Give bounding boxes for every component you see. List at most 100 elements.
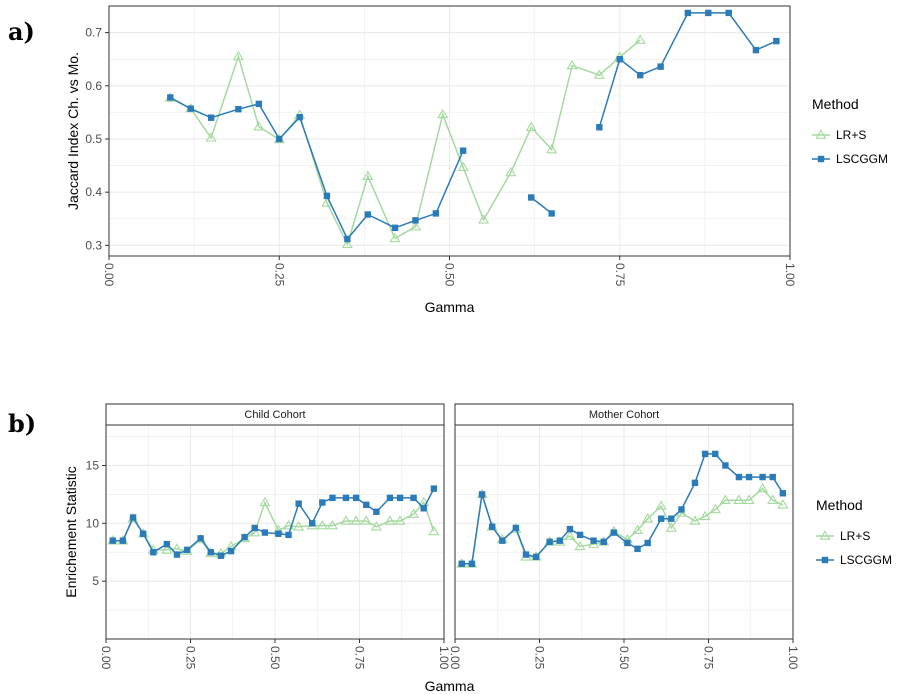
series-line xyxy=(530,196,553,214)
data-point xyxy=(566,59,578,70)
data-point xyxy=(522,551,530,558)
legend-label: LSCGGM xyxy=(836,152,888,166)
data-point xyxy=(712,450,719,458)
data-point xyxy=(341,238,353,249)
data-point xyxy=(350,515,362,525)
data-point xyxy=(187,105,194,112)
x-tick-label: 0.00 xyxy=(448,646,462,670)
legend-key-marker xyxy=(817,155,825,163)
data-point xyxy=(777,499,789,509)
data-point xyxy=(276,135,283,143)
data-point xyxy=(183,546,191,554)
data-point xyxy=(668,515,675,522)
data-point xyxy=(769,473,776,481)
data-point xyxy=(743,494,755,504)
data-point xyxy=(678,506,685,513)
y-tick-label: 0.4 xyxy=(85,185,102,199)
data-point xyxy=(408,508,420,518)
data-point xyxy=(655,500,667,510)
data-point xyxy=(657,515,665,522)
facet-title: Child Cohort xyxy=(244,409,305,421)
data-point xyxy=(109,537,116,544)
facet-title: Mother Cohort xyxy=(589,409,659,421)
x-tick-label: 0.25 xyxy=(533,646,547,670)
data-point xyxy=(477,214,490,224)
x-tick-label: 0.00 xyxy=(99,646,113,670)
data-point xyxy=(227,547,235,555)
data-point xyxy=(733,494,745,504)
data-point xyxy=(217,552,225,559)
data-point xyxy=(373,508,380,515)
panel-a-tag: a) xyxy=(8,17,35,46)
y-axis-title: Jaccard Index Ch. vs Mo. xyxy=(65,52,81,210)
data-point xyxy=(396,494,404,502)
data-point xyxy=(344,235,351,243)
facet-mother-cohort: Mother Cohort 0.00 0.25 0.50 0.75 1.00 xyxy=(448,403,800,670)
x-tick-label: 0.50 xyxy=(443,263,457,287)
data-point xyxy=(362,170,374,180)
data-point xyxy=(488,523,496,530)
data-point xyxy=(410,494,417,502)
data-point xyxy=(576,531,584,539)
series-lscggm xyxy=(167,9,780,243)
legend-label: LR+S xyxy=(836,128,866,142)
data-point xyxy=(409,221,422,231)
data-point xyxy=(719,494,731,504)
data-point xyxy=(759,473,766,481)
data-point xyxy=(235,105,242,113)
data-point xyxy=(251,524,258,532)
data-point xyxy=(745,473,753,481)
data-point xyxy=(735,473,743,481)
legend-label: LSCGGM xyxy=(840,553,892,567)
data-point xyxy=(150,549,157,556)
data-point xyxy=(691,479,699,487)
data-point xyxy=(665,522,677,532)
data-point xyxy=(167,94,174,101)
data-point xyxy=(644,539,651,547)
x-tick-label: 0.75 xyxy=(702,646,716,670)
x-tick-label: 0.75 xyxy=(353,646,367,670)
data-point xyxy=(207,549,214,556)
data-point xyxy=(119,537,127,544)
y-tick-label: 15 xyxy=(86,458,100,472)
data-point xyxy=(241,534,248,541)
x-tick-label: 1.00 xyxy=(437,646,451,670)
data-point xyxy=(308,520,316,527)
data-point xyxy=(437,108,449,119)
data-point xyxy=(384,515,396,525)
legend-key-marker xyxy=(815,129,827,139)
data-point xyxy=(566,525,574,533)
data-point xyxy=(505,166,517,177)
data-point xyxy=(259,496,271,507)
data-point xyxy=(499,537,506,544)
series-lscggm xyxy=(109,485,438,559)
data-point xyxy=(525,121,537,132)
data-point xyxy=(624,539,631,547)
data-point xyxy=(412,217,419,224)
data-point xyxy=(323,192,331,200)
x-axis-title: Gamma xyxy=(425,299,475,315)
data-point xyxy=(360,515,372,525)
data-point xyxy=(340,515,352,525)
data-point xyxy=(342,494,350,502)
data-point xyxy=(610,529,618,536)
data-point xyxy=(546,143,558,154)
data-point xyxy=(329,494,336,502)
data-point xyxy=(722,462,729,469)
data-point xyxy=(457,161,469,171)
data-point xyxy=(293,521,305,531)
data-point xyxy=(249,526,261,537)
data-point xyxy=(139,530,147,537)
data-point xyxy=(370,521,382,531)
data-point xyxy=(458,560,465,568)
data-point xyxy=(642,513,654,523)
data-point xyxy=(725,9,732,17)
data-point xyxy=(657,63,664,70)
data-point xyxy=(532,553,540,561)
data-point xyxy=(546,538,553,546)
x-tick-label: 0.25 xyxy=(184,646,198,670)
data-point xyxy=(389,232,401,243)
data-point xyxy=(430,485,438,492)
data-point xyxy=(420,505,427,512)
data-point xyxy=(432,210,440,217)
